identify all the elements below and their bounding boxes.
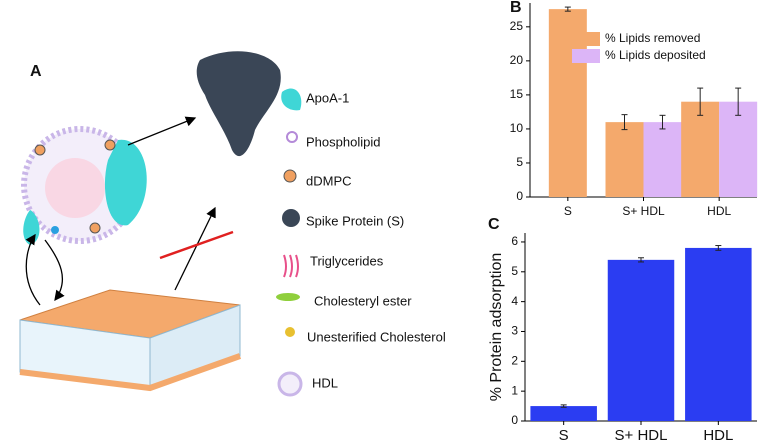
y-tick-label: 20 — [510, 53, 524, 67]
y-tick-label: 10 — [510, 121, 524, 135]
y-tick-label: 15 — [510, 87, 524, 101]
y-tick-label: 2 — [511, 353, 518, 367]
legend-icon — [283, 254, 299, 278]
legend-label: HDL — [312, 375, 338, 390]
legend-swatch — [572, 49, 600, 63]
dmpc — [51, 226, 59, 234]
panel-label: B — [510, 0, 522, 16]
legend-label: dDMPC — [306, 173, 352, 188]
dmpc — [89, 222, 101, 234]
panel-a: A — [19, 51, 303, 397]
bar — [685, 247, 752, 421]
bar — [681, 101, 720, 197]
dmpc — [104, 139, 116, 151]
block-line — [159, 230, 234, 260]
arrow — [25, 233, 41, 306]
y-axis-label: % Protein adsorption — [488, 253, 505, 402]
legend-icon — [285, 327, 295, 337]
legend-label: ApoA-1 — [306, 90, 349, 105]
y-tick-label: 25 — [510, 19, 524, 33]
legend-icon — [282, 209, 300, 227]
y-tick-label: 0 — [511, 413, 518, 427]
x-tick-label: HDL — [707, 204, 731, 218]
hdl-core — [45, 158, 105, 218]
panel-label: A — [30, 63, 42, 80]
legend-icon — [281, 88, 302, 111]
bar — [605, 122, 644, 197]
bar — [530, 406, 597, 421]
arrow — [44, 239, 65, 302]
arrow — [174, 206, 216, 291]
legend-label: % Lipids removed — [605, 31, 700, 45]
y-tick-label: 3 — [511, 324, 518, 338]
dmpc — [34, 144, 46, 156]
arrow — [127, 116, 197, 146]
bar — [719, 101, 758, 197]
y-tick-label: 0 — [516, 189, 523, 203]
legend-swatch — [572, 32, 600, 46]
legend-label: Spike Protein (S) — [306, 213, 404, 228]
legend-label: % Lipids deposited — [605, 48, 706, 62]
y-tick-label: 6 — [511, 234, 518, 248]
x-tick-label: HDL — [703, 427, 733, 440]
legend-icon — [286, 131, 298, 143]
panel-label: C — [488, 216, 500, 233]
x-tick-label: S — [559, 427, 569, 440]
y-tick-label: 1 — [511, 383, 518, 397]
membrane-bottom — [19, 353, 242, 392]
legend-icon — [277, 371, 303, 397]
bar — [643, 122, 682, 197]
x-tick-label: S — [564, 204, 572, 218]
legend-label: Phospholipid — [306, 134, 380, 149]
legend-label: Cholesteryl ester — [314, 293, 412, 308]
x-tick-label: S+ HDL — [615, 427, 668, 440]
y-tick-label: 5 — [516, 155, 523, 169]
y-tick-label: 5 — [511, 264, 518, 278]
spike-protein — [196, 51, 281, 157]
legend-label: Triglycerides — [310, 253, 384, 268]
x-tick-label: S+ HDL — [622, 204, 665, 218]
bar — [607, 259, 675, 421]
legend-label: Unesterified Cholesterol — [307, 329, 446, 344]
y-tick-label: 4 — [511, 294, 518, 308]
legend-icon — [283, 169, 297, 183]
legend-icon — [276, 293, 300, 301]
apoa1 — [104, 139, 147, 226]
